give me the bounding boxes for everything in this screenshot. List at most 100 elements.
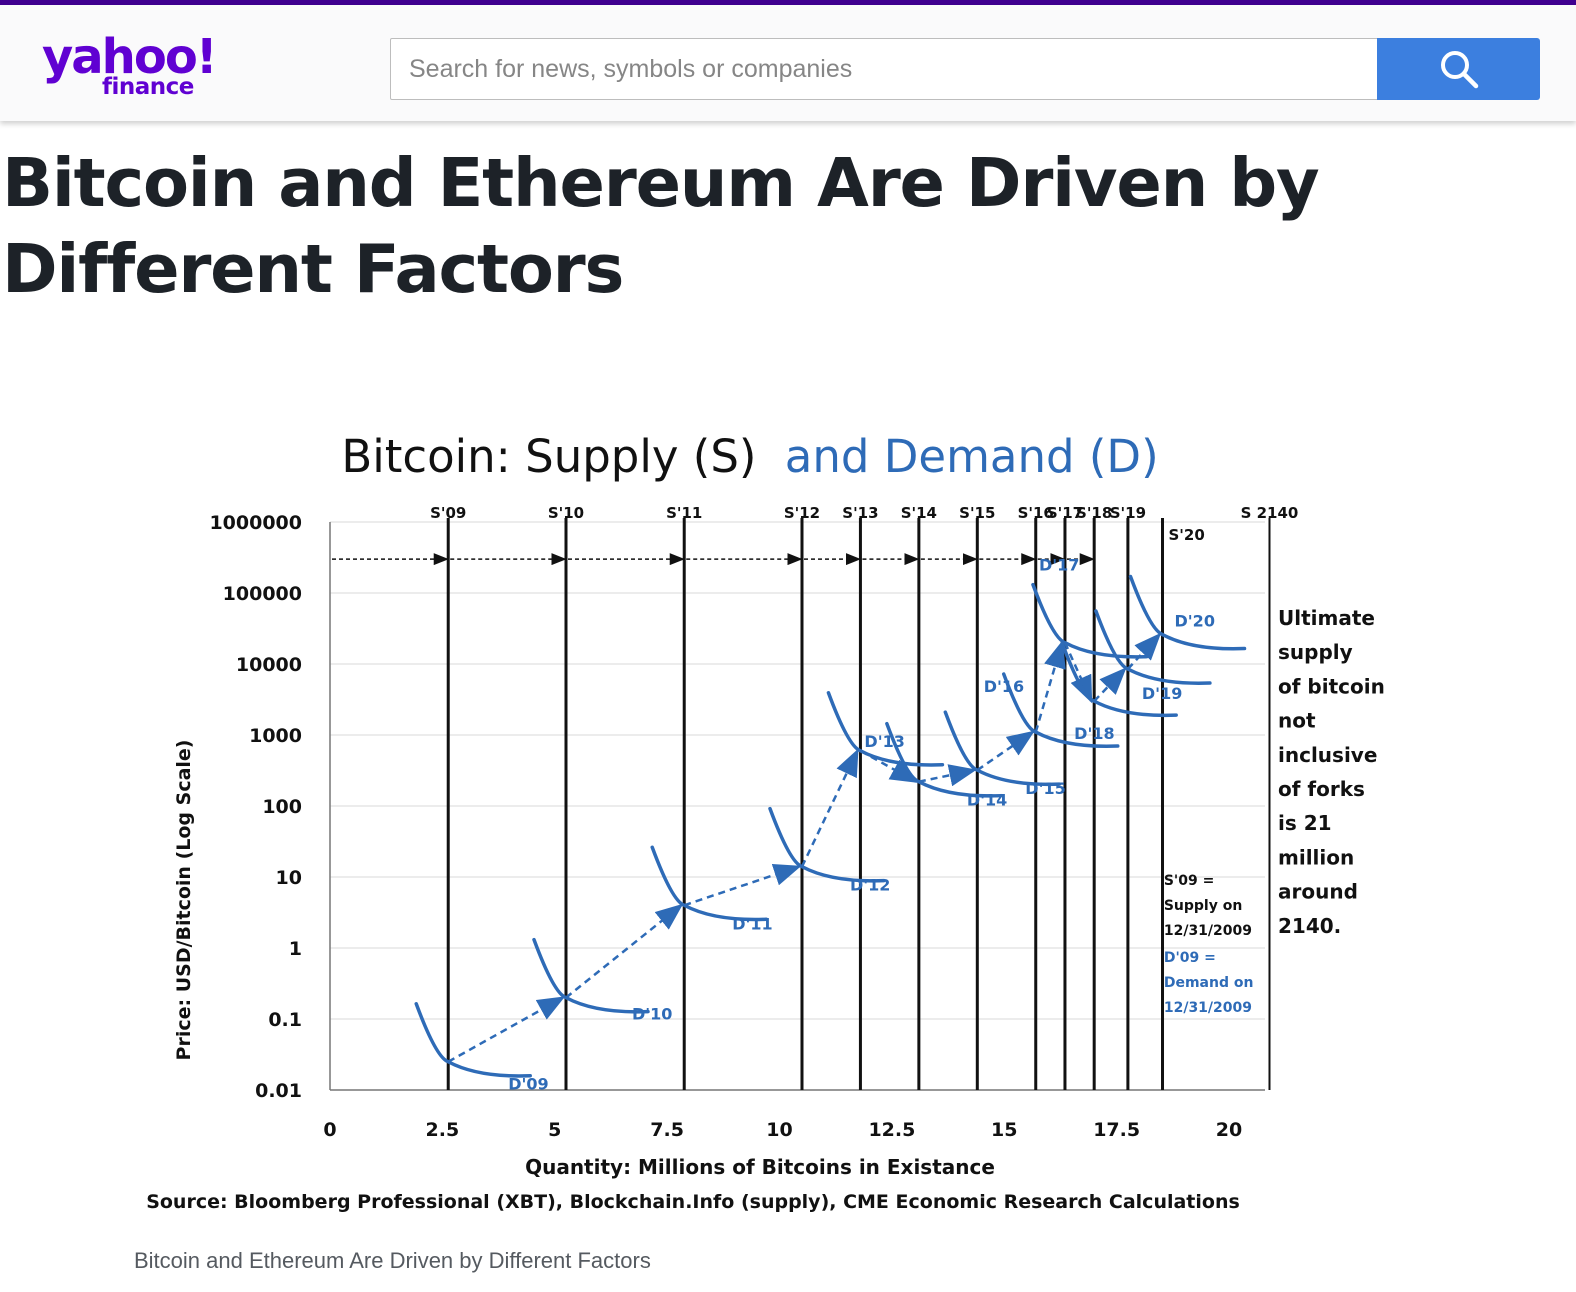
y-tick-label: 0.01 — [255, 1080, 302, 1102]
demand-shift-arrow — [859, 749, 919, 783]
ultimate-supply-note-line: of bitcoin — [1278, 674, 1385, 698]
supply-definition-line: S'09 = — [1164, 873, 1214, 889]
yahoo-finance-logo[interactable]: yahoo! finance — [42, 29, 218, 103]
chart-title-demand: and Demand (D) — [785, 430, 1159, 483]
y-tick-label: 10 — [276, 867, 302, 889]
demand-curve — [1001, 672, 1120, 749]
supply-lines — [332, 518, 1271, 1090]
demand-label: D'15 — [1025, 779, 1065, 798]
demand-curve — [1128, 574, 1247, 651]
demand-shift-arrow — [1034, 640, 1066, 733]
y-axis-label: Price: USD/Bitcoin (Log Scale) — [173, 740, 195, 1061]
chart-title-supply: Bitcoin: Supply (S) — [341, 430, 756, 483]
demand-label: D'10 — [632, 1005, 672, 1024]
demand-shift-arrow — [1063, 642, 1093, 704]
top-brand-stripe — [0, 0, 1576, 5]
demand-shift-arrow — [447, 996, 566, 1063]
demand-shift-arrow — [683, 863, 802, 907]
demand-label: D'19 — [1142, 684, 1182, 703]
demand-label: D'11 — [732, 914, 772, 933]
x-tick-label: 15 — [991, 1119, 1017, 1141]
x-tick-label: 10 — [766, 1119, 792, 1141]
demand-curve — [943, 710, 1062, 787]
supply-label: S'10 — [548, 504, 584, 522]
demand-curve — [532, 937, 650, 1014]
ultimate-supply-note-line: 2140. — [1278, 914, 1341, 938]
logo-subtext: finance — [102, 74, 194, 100]
supply-label: S 2140 — [1241, 504, 1299, 522]
ultimate-supply-note-line: around — [1278, 880, 1358, 904]
logo-text: yahoo! — [42, 29, 218, 85]
y-tick-label: 100 — [262, 796, 302, 818]
supply-label: S'18 — [1076, 504, 1112, 522]
demand-shift-arrow — [1126, 632, 1162, 670]
site-header: yahoo! finance — [0, 5, 1576, 121]
supply-demand-chart: Bitcoin: Supply (S) and Demand (D) 0.01 0… — [140, 410, 1440, 1220]
y-tick-label: 1 — [289, 938, 302, 960]
demand-curve — [650, 845, 768, 922]
supply-definition-line: Supply on — [1164, 898, 1242, 914]
demand-shift-arrow — [918, 764, 977, 787]
chart-title: Bitcoin: Supply (S) and Demand (D) — [341, 430, 1158, 483]
ultimate-supply-note-line: of forks — [1278, 777, 1365, 801]
ultimate-supply-note-line: supply — [1278, 640, 1353, 664]
demand-curve — [1031, 582, 1149, 659]
y-tick-label: 0.1 — [268, 1009, 302, 1031]
x-tick-label: 2.5 — [426, 1119, 460, 1141]
demand-shift-arrow — [565, 903, 684, 999]
demand-curve — [768, 806, 886, 883]
x-tick-label: 20 — [1216, 1119, 1242, 1141]
article-headline: Bitcoin and Ethereum Are Driven by Diffe… — [2, 144, 1320, 308]
demand-label: D'16 — [984, 677, 1024, 696]
search-button[interactable] — [1377, 38, 1540, 100]
search-input[interactable] — [390, 38, 1378, 100]
supply-label: S'17 — [1047, 504, 1083, 522]
y-tick-label: 10000 — [236, 654, 302, 676]
ultimate-supply-note-line: million — [1278, 845, 1354, 869]
demand-label: D'09 — [508, 1075, 548, 1094]
x-tick-label: 0 — [323, 1119, 336, 1141]
demand-definition-line: D'09 = — [1164, 950, 1216, 966]
supply-label: S'12 — [784, 504, 820, 522]
demand-label: D'18 — [1074, 724, 1114, 743]
x-tick-label: 17.5 — [1093, 1119, 1140, 1141]
x-tick-label: 7.5 — [650, 1119, 684, 1141]
supply-label: S'15 — [959, 504, 995, 522]
ultimate-supply-note-line: Ultimate — [1278, 606, 1375, 630]
supply-label: S'19 — [1110, 504, 1146, 522]
x-tick-label: 5 — [548, 1119, 561, 1141]
x-axis-label: Quantity: Millions of Bitcoins in Exista… — [525, 1155, 995, 1179]
demand-label: D'14 — [967, 791, 1007, 810]
ultimate-supply-note-line: inclusive — [1278, 743, 1377, 767]
y-tick-label: 1000000 — [209, 512, 302, 534]
supply-label: S'11 — [666, 504, 702, 522]
supply-label: S'16 — [1018, 504, 1054, 522]
demand-label: D'20 — [1175, 612, 1215, 631]
supply-definition-line: 12/31/2009 — [1164, 923, 1252, 939]
x-tick-label: 12.5 — [868, 1119, 915, 1141]
axes: 0.01 0.1 1 10 100 1000 10000 100000 1000000 0 2.5 5… — [209, 512, 1265, 1141]
chart-labels: S'09 S'10 S'11 S'12 S'13 S'14 S'15 S'16S'17S'18… — [430, 504, 1385, 1094]
supply-label: S'09 — [430, 504, 466, 522]
demand-curves — [414, 574, 1247, 1078]
y-tick-label: 1000 — [249, 725, 302, 747]
ultimate-supply-note-line: not — [1278, 709, 1316, 733]
demand-definition-line: 12/31/2009 — [1164, 1000, 1252, 1016]
demand-shift-arrow — [976, 730, 1035, 772]
image-caption: Bitcoin and Ethereum Are Driven by Diffe… — [134, 1248, 651, 1273]
demand-shift-arrow — [1093, 667, 1127, 702]
ultimate-supply-note-line: is 21 — [1278, 811, 1332, 835]
chart-canvas: Bitcoin: Supply (S) and Demand (D) 0.010… — [146, 430, 1385, 1213]
supply-label: S'14 — [901, 504, 937, 522]
supply-label: S'13 — [842, 504, 878, 522]
demand-label: D'17 — [1039, 556, 1079, 575]
chart-source: Source: Bloomberg Professional (XBT), Bl… — [146, 1191, 1240, 1213]
demand-label: D'12 — [850, 876, 890, 895]
demand-curve — [826, 691, 945, 767]
gridlines — [330, 521, 1265, 1020]
y-tick-label: 100000 — [223, 583, 302, 605]
demand-label: D'13 — [864, 732, 904, 751]
supply-label: S'20 — [1169, 526, 1205, 544]
demand-definition-line: Demand on — [1164, 975, 1254, 991]
search-icon — [1440, 51, 1478, 89]
